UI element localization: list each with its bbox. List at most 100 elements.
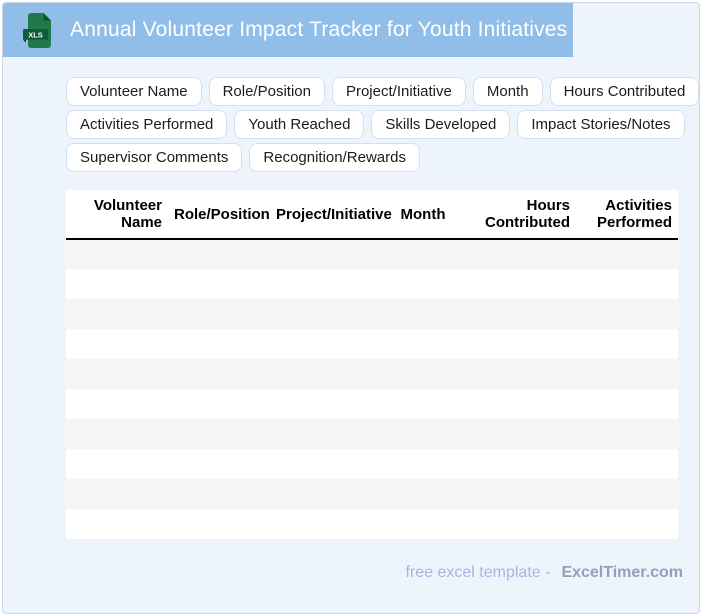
table-cell	[168, 239, 270, 269]
preview-table: Volunteer Name Role/Position Project/Initi…	[66, 190, 678, 539]
table-cell	[576, 449, 678, 479]
table-cell	[66, 509, 168, 539]
spreadsheet-preview: Volunteer Name Role/Position Project/Initi…	[66, 190, 678, 539]
table-cell	[372, 479, 474, 509]
table-cell	[270, 239, 372, 269]
table-cell	[270, 449, 372, 479]
footer: free excel template - ExcelTimer.com	[405, 564, 683, 582]
column-header: Volunteer Name	[66, 190, 168, 240]
table-cell	[168, 479, 270, 509]
field-tag: Project/Initiative	[331, 77, 466, 106]
field-tag: Role/Position	[208, 77, 325, 106]
table-cell	[168, 299, 270, 329]
table-cell	[66, 479, 168, 509]
table-cell	[66, 389, 168, 419]
title-banner: XLS Annual Volunteer Impact Tracker for …	[3, 3, 573, 57]
table-cell	[474, 389, 576, 419]
table-cell	[66, 419, 168, 449]
column-header: Hours Contributed	[474, 190, 576, 240]
table-cell	[66, 269, 168, 299]
field-tag: Skills Developed	[371, 110, 511, 139]
table-row	[66, 449, 678, 479]
table-row	[66, 419, 678, 449]
table-cell	[474, 449, 576, 479]
table-cell	[372, 389, 474, 419]
table-cell	[168, 449, 270, 479]
field-tag: Recognition/Rewards	[249, 143, 420, 172]
tag-row: Supervisor Comments Recognition/Rewards	[66, 143, 681, 172]
table-cell	[270, 479, 372, 509]
table-cell	[372, 269, 474, 299]
xls-file-icon: XLS	[23, 12, 51, 48]
table-cell	[270, 389, 372, 419]
table-cell	[66, 359, 168, 389]
field-tag: Volunteer Name	[66, 77, 202, 106]
table-row	[66, 269, 678, 299]
table-cell	[168, 269, 270, 299]
table-row	[66, 299, 678, 329]
field-tag: Youth Reached	[234, 110, 365, 139]
table-cell	[270, 359, 372, 389]
footer-text: free excel template -	[405, 564, 551, 581]
table-cell	[474, 329, 576, 359]
column-header: Month	[372, 190, 474, 240]
table-cell	[372, 329, 474, 359]
table-cell	[372, 299, 474, 329]
column-header: Project/Initiative	[270, 190, 392, 240]
table-cell	[372, 359, 474, 389]
table-cell	[168, 419, 270, 449]
table-row	[66, 359, 678, 389]
field-tag: Hours Contributed	[549, 77, 700, 106]
table-header-row: Volunteer Name Role/Position Project/Initi…	[66, 190, 678, 240]
table-cell	[576, 299, 678, 329]
page-title: Annual Volunteer Impact Tracker for Yout…	[70, 18, 568, 41]
table-cell	[576, 389, 678, 419]
table-cell	[576, 359, 678, 389]
table-cell	[168, 509, 270, 539]
table-cell	[372, 509, 474, 539]
table-cell	[66, 299, 168, 329]
table-row	[66, 479, 678, 509]
svg-text:XLS: XLS	[28, 30, 43, 39]
table-cell	[474, 359, 576, 389]
table-row	[66, 239, 678, 269]
table-cell	[576, 329, 678, 359]
table-cell	[474, 479, 576, 509]
table-cell	[372, 419, 474, 449]
table-cell	[168, 329, 270, 359]
table-cell	[576, 269, 678, 299]
tag-row: Volunteer Name Role/Position Project/Initi…	[66, 77, 700, 106]
table-cell	[270, 299, 372, 329]
table-cell	[576, 509, 678, 539]
field-tag: Activities Performed	[66, 110, 228, 139]
column-header: Activities Performed	[576, 190, 678, 240]
table-cell	[576, 419, 678, 449]
table-cell	[474, 269, 576, 299]
table-cell	[66, 329, 168, 359]
column-header: Role/Position	[168, 190, 270, 240]
table-cell	[372, 449, 474, 479]
table-cell	[576, 239, 678, 269]
table-cell	[270, 419, 372, 449]
field-tag: Month	[472, 77, 543, 106]
table-cell	[168, 389, 270, 419]
tag-row: Activities Performed Youth Reached Skills …	[66, 110, 685, 139]
field-tag: Impact Stories/Notes	[517, 110, 685, 139]
table-cell	[474, 419, 576, 449]
table-cell	[474, 239, 576, 269]
footer-brand-link[interactable]: ExcelTimer.com	[561, 564, 683, 581]
field-tag: Supervisor Comments	[66, 143, 243, 172]
field-tag-list: Volunteer Name Role/Position Project/Initi…	[66, 77, 700, 176]
table-cell	[270, 509, 372, 539]
table-cell	[270, 269, 372, 299]
table-cell	[66, 449, 168, 479]
table-cell	[372, 239, 474, 269]
table-row	[66, 509, 678, 539]
table-cell	[168, 359, 270, 389]
table-cell	[474, 299, 576, 329]
table-cell	[576, 479, 678, 509]
table-row	[66, 329, 678, 359]
table-cell	[474, 509, 576, 539]
table-row	[66, 389, 678, 419]
